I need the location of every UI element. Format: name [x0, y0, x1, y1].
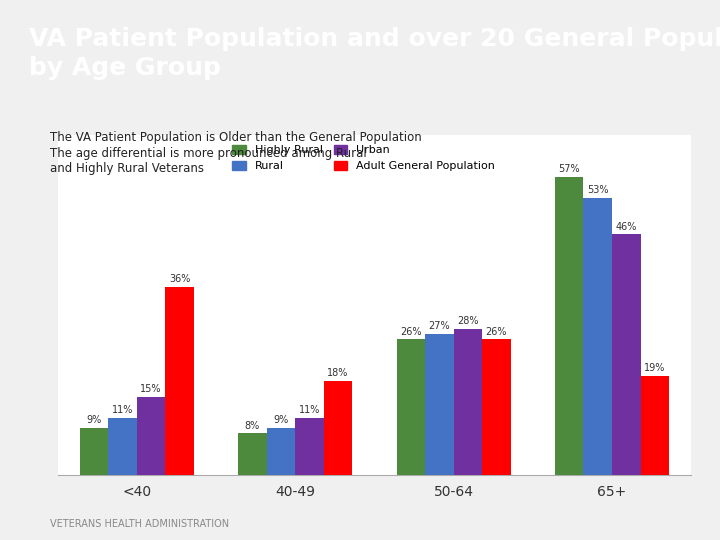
Text: 46%: 46% — [616, 222, 637, 232]
Bar — [641, 376, 669, 475]
Bar — [266, 428, 295, 475]
Text: VETERANS HEALTH ADMINISTRATION: VETERANS HEALTH ADMINISTRATION — [50, 519, 230, 529]
Text: The VA Patient Population is Older than the General Population: The VA Patient Population is Older than … — [50, 131, 422, 144]
Bar — [583, 198, 612, 475]
Bar — [425, 334, 454, 475]
Text: 11%: 11% — [299, 405, 320, 415]
Text: 9%: 9% — [86, 415, 102, 426]
Bar — [137, 397, 166, 475]
Bar — [555, 177, 583, 475]
Text: 36%: 36% — [169, 274, 190, 284]
Text: 15%: 15% — [140, 384, 162, 394]
Bar — [80, 428, 108, 475]
Bar — [295, 417, 324, 475]
Bar — [324, 381, 352, 475]
Bar — [454, 329, 482, 475]
Bar — [397, 339, 425, 475]
Text: and Highly Rural Veterans: and Highly Rural Veterans — [50, 162, 204, 175]
Legend: Highly Rural, Rural, Urban, Adult General Population: Highly Rural, Rural, Urban, Adult Genera… — [228, 140, 499, 176]
Text: 53%: 53% — [587, 185, 608, 195]
Text: 18%: 18% — [328, 368, 348, 379]
Bar — [238, 433, 266, 475]
Text: 27%: 27% — [428, 321, 450, 331]
Text: 57%: 57% — [559, 164, 580, 174]
Text: 19%: 19% — [644, 363, 665, 373]
Text: 26%: 26% — [400, 327, 422, 336]
Text: 8%: 8% — [245, 421, 260, 431]
Bar — [482, 339, 510, 475]
Text: 26%: 26% — [485, 327, 507, 336]
Bar — [612, 234, 641, 475]
Text: 9%: 9% — [274, 415, 289, 426]
Bar — [166, 287, 194, 475]
Text: The age differential is more pronounced among Rural: The age differential is more pronounced … — [50, 147, 367, 160]
Bar — [108, 417, 137, 475]
Text: 11%: 11% — [112, 405, 133, 415]
Text: 28%: 28% — [457, 316, 479, 326]
Text: VA Patient Population and over 20 General Population
by Age Group: VA Patient Population and over 20 Genera… — [29, 26, 720, 80]
